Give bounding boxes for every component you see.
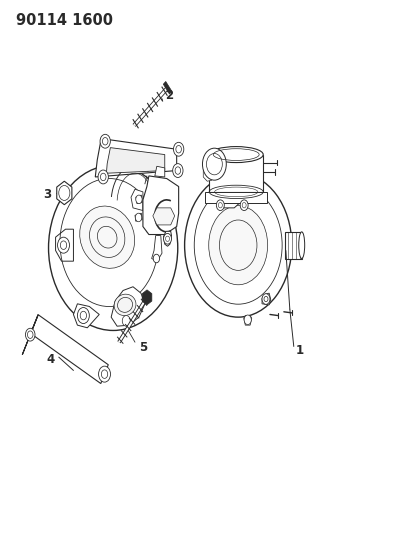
Circle shape (153, 254, 160, 263)
Polygon shape (218, 192, 242, 208)
Circle shape (262, 294, 270, 304)
Circle shape (136, 195, 142, 204)
Ellipse shape (114, 294, 136, 316)
Polygon shape (205, 192, 267, 203)
Ellipse shape (299, 232, 305, 259)
Circle shape (100, 173, 106, 181)
Polygon shape (111, 287, 145, 326)
Circle shape (242, 203, 246, 208)
Circle shape (100, 134, 110, 148)
Text: 5: 5 (139, 341, 147, 354)
Polygon shape (203, 164, 212, 181)
Circle shape (77, 308, 89, 324)
Circle shape (216, 200, 224, 211)
Circle shape (27, 331, 33, 338)
Polygon shape (164, 231, 172, 246)
Polygon shape (135, 213, 142, 221)
Polygon shape (56, 229, 73, 261)
Circle shape (60, 241, 67, 249)
Circle shape (25, 328, 35, 341)
Circle shape (98, 170, 108, 184)
Circle shape (240, 200, 248, 211)
Text: 2: 2 (165, 90, 173, 102)
Circle shape (218, 203, 222, 208)
Text: 3: 3 (44, 188, 52, 200)
Circle shape (102, 138, 108, 145)
Circle shape (98, 366, 110, 382)
Circle shape (164, 233, 172, 244)
Polygon shape (152, 236, 162, 261)
Polygon shape (131, 189, 143, 211)
Polygon shape (31, 314, 108, 384)
Text: 4: 4 (47, 353, 55, 366)
Polygon shape (73, 304, 99, 328)
Polygon shape (143, 176, 179, 235)
Circle shape (202, 148, 226, 180)
Circle shape (185, 173, 292, 317)
Circle shape (173, 142, 184, 156)
Polygon shape (244, 316, 252, 325)
Polygon shape (22, 314, 38, 354)
Circle shape (58, 237, 69, 253)
Ellipse shape (80, 206, 135, 268)
Polygon shape (153, 208, 175, 225)
Polygon shape (155, 166, 165, 177)
Circle shape (173, 164, 183, 177)
Polygon shape (262, 293, 271, 305)
Circle shape (175, 167, 181, 174)
Circle shape (80, 311, 87, 320)
Polygon shape (163, 82, 172, 94)
Ellipse shape (209, 147, 263, 163)
Ellipse shape (48, 165, 178, 330)
Polygon shape (57, 181, 72, 205)
Circle shape (166, 236, 170, 241)
Polygon shape (106, 148, 165, 173)
Circle shape (264, 296, 268, 302)
Circle shape (101, 370, 108, 378)
Circle shape (244, 315, 251, 325)
Polygon shape (285, 232, 302, 259)
Polygon shape (209, 155, 263, 192)
Circle shape (176, 146, 181, 153)
Polygon shape (95, 139, 177, 177)
Polygon shape (136, 195, 142, 204)
Polygon shape (142, 290, 152, 305)
Text: 1: 1 (296, 344, 304, 357)
Circle shape (209, 206, 268, 285)
Text: 90114 1600: 90114 1600 (16, 13, 113, 28)
Circle shape (122, 316, 130, 326)
Circle shape (135, 213, 142, 222)
